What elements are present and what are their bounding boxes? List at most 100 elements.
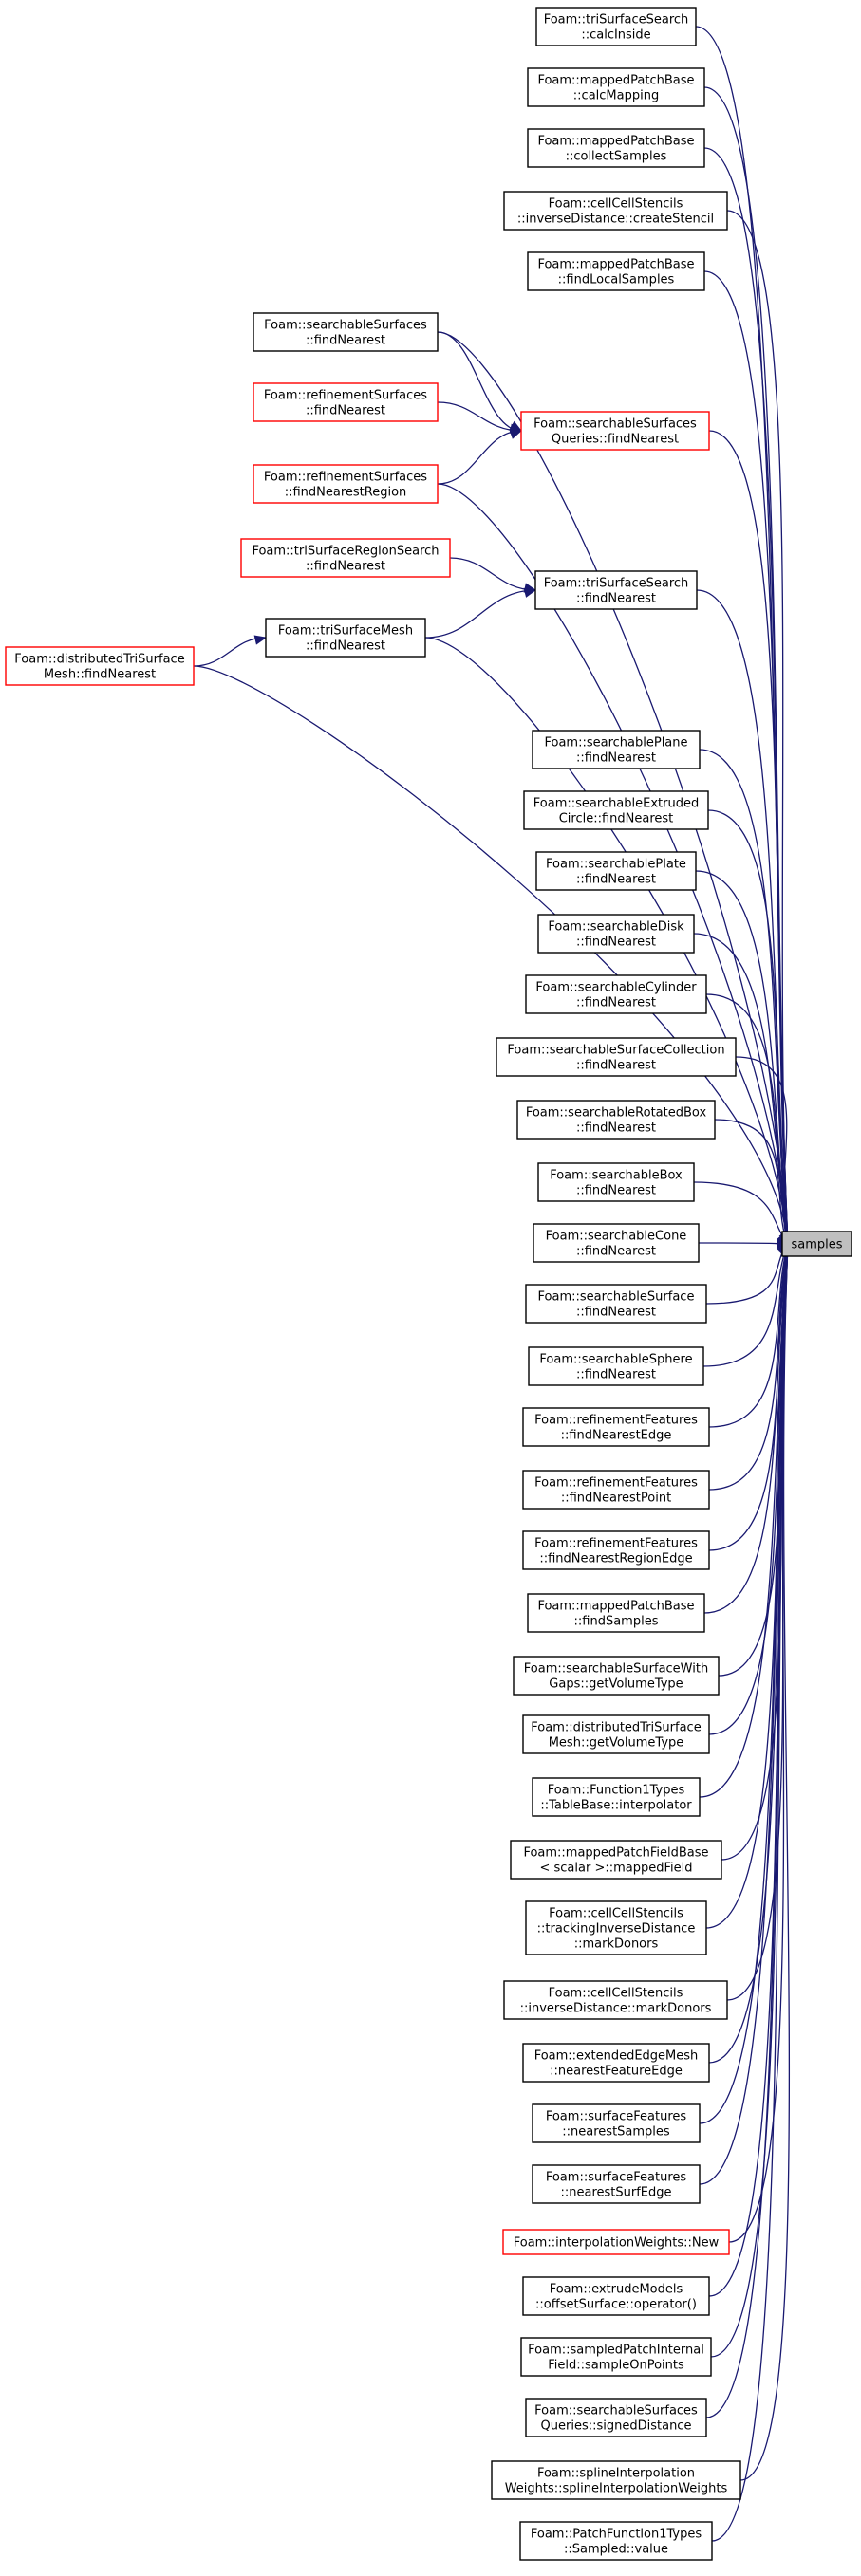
node-n24[interactable]: Foam::searchableSphere::findNearest — [528, 1346, 704, 1386]
node-n21-box — [537, 1162, 695, 1202]
node-n38[interactable]: Foam::interpolationWeights::New — [502, 2229, 730, 2255]
node-n21[interactable]: Foam::searchableBox::findNearest — [537, 1162, 695, 1202]
node-n35[interactable]: Foam::extendedEdgeMesh::nearestFeatureEd… — [522, 2043, 710, 2083]
node-n28[interactable]: Foam::mappedPatchBase::findSamples — [527, 1593, 705, 1633]
node-n18-label-1: Foam::searchableCylinder — [535, 981, 697, 995]
node-n13[interactable]: Foam::distributedTriSurfaceMesh::findNea… — [5, 646, 195, 686]
node-n4-box — [503, 191, 728, 231]
node-n23[interactable]: Foam::searchableSurface::findNearest — [525, 1284, 707, 1324]
node-n11[interactable]: Foam::triSurfaceSearch::findNearest — [534, 570, 698, 610]
node-n8[interactable]: Foam::searchableSurfacesQueries::findNea… — [520, 411, 710, 451]
node-n35-box — [522, 2043, 710, 2083]
node-n5[interactable]: Foam::mappedPatchBase::findLocalSamples — [527, 251, 705, 291]
edge-n20-to-samples — [714, 1119, 789, 1245]
node-n22[interactable]: Foam::searchableCone::findNearest — [533, 1223, 700, 1263]
node-n39[interactable]: Foam::extrudeModels::offsetSurface::oper… — [522, 2276, 710, 2316]
node-n1-box — [535, 7, 697, 46]
edge-n42-to-samples — [739, 1243, 791, 2481]
node-n23-label-2: ::findNearest — [576, 1306, 656, 1320]
node-n29-box — [513, 1656, 720, 1696]
node-n42-label-2: Weights::splineInterpolationWeights — [505, 2482, 728, 2496]
node-n31[interactable]: Foam::Function1Types::TableBase::interpo… — [532, 1777, 701, 1817]
edge-n13-to-n12-arrowhead — [253, 635, 268, 645]
edge-n19-to-samples — [735, 1056, 789, 1245]
node-n10[interactable]: Foam::triSurfaceRegionSearch::findNeares… — [240, 538, 451, 578]
node-n19-label-1: Foam::searchableSurfaceCollection — [507, 1044, 724, 1058]
node-n28-label-2: ::findSamples — [574, 1615, 659, 1629]
node-n14[interactable]: Foam::searchablePlane::findNearest — [532, 730, 701, 769]
node-n41[interactable]: Foam::searchableSurfacesQueries::signedD… — [525, 2398, 707, 2437]
node-n12[interactable]: Foam::triSurfaceMesh::findNearest — [265, 618, 426, 658]
node-n40[interactable]: Foam::sampledPatchInternalField::sampleO… — [520, 2337, 712, 2377]
node-n33[interactable]: Foam::cellCellStencils::trackingInverseD… — [525, 1900, 707, 1955]
node-n1-label-1: Foam::triSurfaceSearch — [544, 13, 689, 28]
node-n39-label-2: ::offsetSurface::operator() — [535, 2298, 697, 2312]
node-n20[interactable]: Foam::searchableRotatedBox::findNearest — [516, 1100, 716, 1140]
node-n15-label-2: Circle::findNearest — [559, 812, 674, 826]
node-n7-box — [253, 382, 439, 422]
edge-n8-to-samples — [708, 430, 789, 1245]
edge-n16-to-samples — [695, 870, 789, 1245]
node-n31-label-1: Foam::Function1Types — [548, 1784, 685, 1798]
node-n37[interactable]: Foam::surfaceFeatures::nearestSurfEdge — [532, 2164, 701, 2204]
edge-n26-to-samples — [708, 1243, 789, 1491]
edge-n9-to-n8-arrowhead — [509, 429, 523, 439]
node-n9[interactable]: Foam::refinementSurfaces::findNearestReg… — [253, 464, 439, 504]
node-n1[interactable]: Foam::triSurfaceSearch::calcInside — [535, 7, 697, 46]
node-n32[interactable]: Foam::mappedPatchFieldBase< scalar >::ma… — [510, 1840, 722, 1880]
node-n14-label-2: ::findNearest — [576, 751, 656, 766]
node-n30[interactable]: Foam::distributedTriSurfaceMesh::getVolu… — [522, 1714, 710, 1754]
node-n21-label-2: ::findNearest — [576, 1184, 656, 1198]
node-n42-label-1: Foam::splineInterpolation — [537, 2467, 695, 2481]
node-n18[interactable]: Foam::searchableCylinder::findNearest — [525, 974, 707, 1014]
node-n19[interactable]: Foam::searchableSurfaceCollection::findN… — [496, 1037, 737, 1077]
node-n10-box — [240, 538, 451, 578]
node-n15-box — [523, 790, 709, 830]
node-n25[interactable]: Foam::refinementFeatures::findNearestEdg… — [522, 1407, 710, 1447]
node-n6[interactable]: Foam::searchableSurfaces::findNearest — [253, 312, 439, 352]
node-n2[interactable]: Foam::mappedPatchBase::calcMapping — [527, 67, 705, 107]
node-n7[interactable]: Foam::refinementSurfaces::findNearest — [253, 382, 439, 422]
edge-n41-to-samples — [705, 1243, 789, 2418]
node-n24-label-2: ::findNearest — [576, 1368, 656, 1382]
edge-n6-to-samples — [437, 331, 789, 1245]
node-n17[interactable]: Foam::searchableDisk::findNearest — [537, 914, 695, 954]
node-n29[interactable]: Foam::searchableSurfaceWithGaps::getVolu… — [513, 1656, 720, 1696]
node-n4[interactable]: Foam::cellCellStencils::inverseDistance:… — [503, 191, 728, 231]
node-n19-box — [496, 1037, 737, 1077]
nodes-layer: samples Foam::triSurfaceSearch::calcInsid… — [5, 7, 852, 2561]
node-n7-label-1: Foam::refinementSurfaces — [264, 389, 427, 403]
node-n22-box — [533, 1223, 700, 1263]
node-n27[interactable]: Foam::refinementFeatures::findNearestReg… — [522, 1530, 710, 1570]
node-n16-label-2: ::findNearest — [576, 873, 656, 887]
node-n6-box — [253, 312, 439, 352]
node-n41-label-2: Queries::signedDistance — [541, 2419, 692, 2434]
node-n14-box — [532, 730, 701, 769]
node-n40-label-1: Foam::sampledPatchInternal — [528, 2344, 704, 2358]
node-n12-label-1: Foam::triSurfaceMesh — [278, 624, 413, 639]
node-n40-box — [520, 2337, 712, 2377]
node-n17-box — [537, 914, 695, 954]
node-n34-label-2: ::inverseDistance::markDonors — [520, 2002, 712, 2016]
node-n28-label-1: Foam::mappedPatchBase — [537, 1600, 694, 1614]
node-n34[interactable]: Foam::cellCellStencils::inverseDistance:… — [503, 1980, 728, 2020]
node-samples[interactable]: samples — [781, 1231, 852, 1257]
node-n36-label-2: ::nearestSamples — [562, 2125, 670, 2140]
node-n42-box — [491, 2460, 741, 2500]
node-n43[interactable]: Foam::PatchFunction1Types::Sampled::valu… — [519, 2521, 713, 2561]
node-n43-box — [519, 2521, 713, 2561]
node-n16-box — [535, 851, 697, 891]
node-n15[interactable]: Foam::searchableExtrudedCircle::findNear… — [523, 790, 709, 830]
node-n26[interactable]: Foam::refinementFeatures::findNearestPoi… — [522, 1470, 710, 1510]
node-n36[interactable]: Foam::surfaceFeatures::nearestSamples — [532, 2103, 701, 2143]
node-n33-label-3: ::markDonors — [574, 1937, 659, 1952]
node-n38-box — [502, 2229, 730, 2255]
node-n3[interactable]: Foam::mappedPatchBase::collectSamples — [527, 128, 705, 168]
node-n16[interactable]: Foam::searchablePlate::findNearest — [535, 851, 697, 891]
node-n20-label-1: Foam::searchableRotatedBox — [526, 1106, 707, 1121]
node-n42[interactable]: Foam::splineInterpolationWeights::spline… — [491, 2460, 741, 2500]
node-n30-label-1: Foam::distributedTriSurface — [531, 1721, 701, 1735]
node-n2-label-2: ::calcMapping — [573, 89, 659, 103]
node-n33-label-1: Foam::cellCellStencils — [549, 1907, 683, 1921]
node-n5-box — [527, 251, 705, 291]
